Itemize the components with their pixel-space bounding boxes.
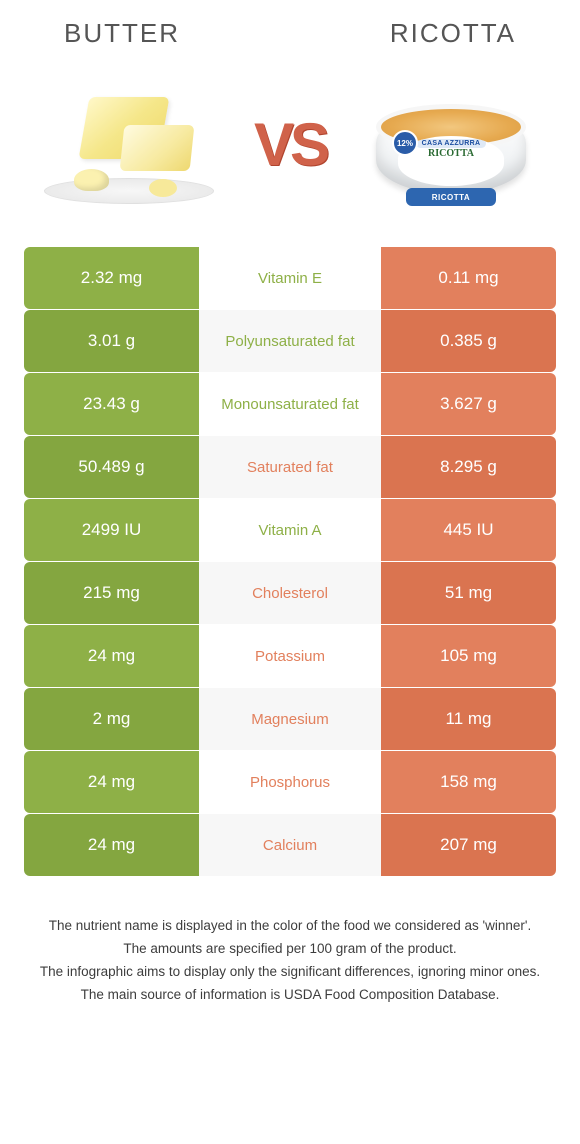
table-row: 3.01 gPolyunsaturated fat0.385 g	[24, 310, 556, 372]
right-value: 11 mg	[381, 688, 556, 750]
table-row: 215 mgCholesterol51 mg	[24, 562, 556, 624]
ricotta-base: RICOTTA	[406, 188, 496, 206]
table-row: 50.489 gSaturated fat8.295 g	[24, 436, 556, 498]
table-row: 2 mgMagnesium11 mg	[24, 688, 556, 750]
nutrient-name: Vitamin E	[199, 247, 381, 309]
table-row: 2.32 mgVitamin E0.11 mg	[24, 247, 556, 309]
nutrient-name: Saturated fat	[199, 436, 381, 498]
left-value: 50.489 g	[24, 436, 199, 498]
nutrient-name: Monounsaturated fat	[199, 373, 381, 435]
ricotta-name: RICOTTA	[428, 148, 474, 159]
right-value: 8.295 g	[381, 436, 556, 498]
left-value: 2499 IU	[24, 499, 199, 561]
nutrient-name: Cholesterol	[199, 562, 381, 624]
right-value: 207 mg	[381, 814, 556, 876]
right-value: 0.11 mg	[381, 247, 556, 309]
hero-row: VS CASA AZZURRA RICOTTA 12% RICOTTA	[24, 59, 556, 247]
nutrient-name: Vitamin A	[199, 499, 381, 561]
ricotta-brand: CASA AZZURRA	[416, 139, 487, 148]
left-value: 23.43 g	[24, 373, 199, 435]
left-value: 2.32 mg	[24, 247, 199, 309]
right-title: Ricotta	[390, 18, 516, 49]
right-value: 3.627 g	[381, 373, 556, 435]
right-value: 0.385 g	[381, 310, 556, 372]
right-value: 51 mg	[381, 562, 556, 624]
left-value: 3.01 g	[24, 310, 199, 372]
right-value: 105 mg	[381, 625, 556, 687]
table-row: 24 mgPotassium105 mg	[24, 625, 556, 687]
nutrient-name: Potassium	[199, 625, 381, 687]
ricotta-badge: 12%	[392, 130, 418, 156]
table-row: 23.43 gMonounsaturated fat3.627 g	[24, 373, 556, 435]
footnote-line: The main source of information is USDA F…	[36, 985, 544, 1006]
comparison-table: 2.32 mgVitamin E0.11 mg3.01 gPolyunsatur…	[24, 247, 556, 876]
table-row: 2499 IUVitamin A445 IU	[24, 499, 556, 561]
vs-label: VS	[254, 110, 326, 179]
left-title: Butter	[64, 18, 180, 49]
nutrient-name: Magnesium	[199, 688, 381, 750]
left-value: 24 mg	[24, 625, 199, 687]
footnote-line: The amounts are specified per 100 gram o…	[36, 939, 544, 960]
nutrient-name: Phosphorus	[199, 751, 381, 813]
titles-row: Butter Ricotta	[24, 18, 556, 59]
ricotta-image: CASA AZZURRA RICOTTA 12% RICOTTA	[356, 69, 546, 219]
butter-image	[34, 69, 224, 219]
right-value: 445 IU	[381, 499, 556, 561]
infographic-wrap: Butter Ricotta VS CASA AZZURRA RICOTTA 1	[0, 0, 580, 1028]
left-value: 24 mg	[24, 751, 199, 813]
footnote-line: The nutrient name is displayed in the co…	[36, 916, 544, 937]
nutrient-name: Polyunsaturated fat	[199, 310, 381, 372]
table-row: 24 mgCalcium207 mg	[24, 814, 556, 876]
footnote-line: The infographic aims to display only the…	[36, 962, 544, 983]
nutrient-name: Calcium	[199, 814, 381, 876]
left-value: 2 mg	[24, 688, 199, 750]
table-row: 24 mgPhosphorus158 mg	[24, 751, 556, 813]
left-value: 24 mg	[24, 814, 199, 876]
left-value: 215 mg	[24, 562, 199, 624]
right-value: 158 mg	[381, 751, 556, 813]
footnotes: The nutrient name is displayed in the co…	[24, 916, 556, 1006]
